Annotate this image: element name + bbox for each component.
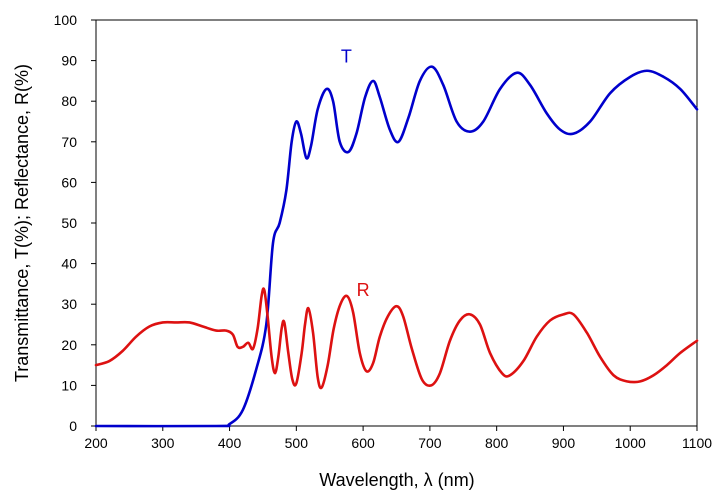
x-tick-label: 800 bbox=[485, 435, 509, 451]
x-tick-label: 1000 bbox=[615, 435, 646, 451]
x-axis-ticks: 200 300 400 500 600 700 800 900 1000 1100 bbox=[84, 426, 712, 451]
x-tick-label: 600 bbox=[351, 435, 375, 451]
series-lines bbox=[94, 65, 699, 428]
y-tick-label: 40 bbox=[61, 256, 77, 272]
y-tick-label: 80 bbox=[61, 93, 77, 109]
x-tick-label: 1100 bbox=[682, 435, 712, 451]
y-tick-label: 20 bbox=[61, 337, 77, 353]
series-label-r: R bbox=[357, 280, 370, 300]
series-label-t: T bbox=[341, 47, 352, 67]
y-tick-label: 100 bbox=[54, 12, 78, 28]
x-tick-label: 700 bbox=[418, 435, 442, 451]
series-labels: TR bbox=[341, 47, 370, 300]
y-tick-label: 50 bbox=[61, 215, 77, 231]
y-axis-ticks: 0 10 20 30 40 50 60 70 80 90 100 bbox=[54, 12, 96, 434]
x-tick-label: 200 bbox=[84, 435, 108, 451]
x-tick-label: 500 bbox=[285, 435, 309, 451]
x-tick-label: 300 bbox=[151, 435, 175, 451]
y-tick-label: 0 bbox=[69, 418, 77, 434]
series-line-r bbox=[94, 287, 699, 390]
x-axis-title: Wavelength, λ (nm) bbox=[319, 470, 474, 490]
series-line-t bbox=[94, 65, 699, 428]
y-tick-label: 30 bbox=[61, 296, 77, 312]
y-tick-label: 70 bbox=[61, 134, 77, 150]
y-tick-label: 60 bbox=[61, 174, 77, 190]
y-tick-label: 90 bbox=[61, 53, 77, 69]
x-tick-label: 400 bbox=[218, 435, 242, 451]
x-tick-label: 900 bbox=[552, 435, 576, 451]
y-tick-label: 10 bbox=[61, 377, 77, 393]
y-axis-title: Transmittance, T(%); Reflectance, R(%) bbox=[12, 64, 32, 382]
